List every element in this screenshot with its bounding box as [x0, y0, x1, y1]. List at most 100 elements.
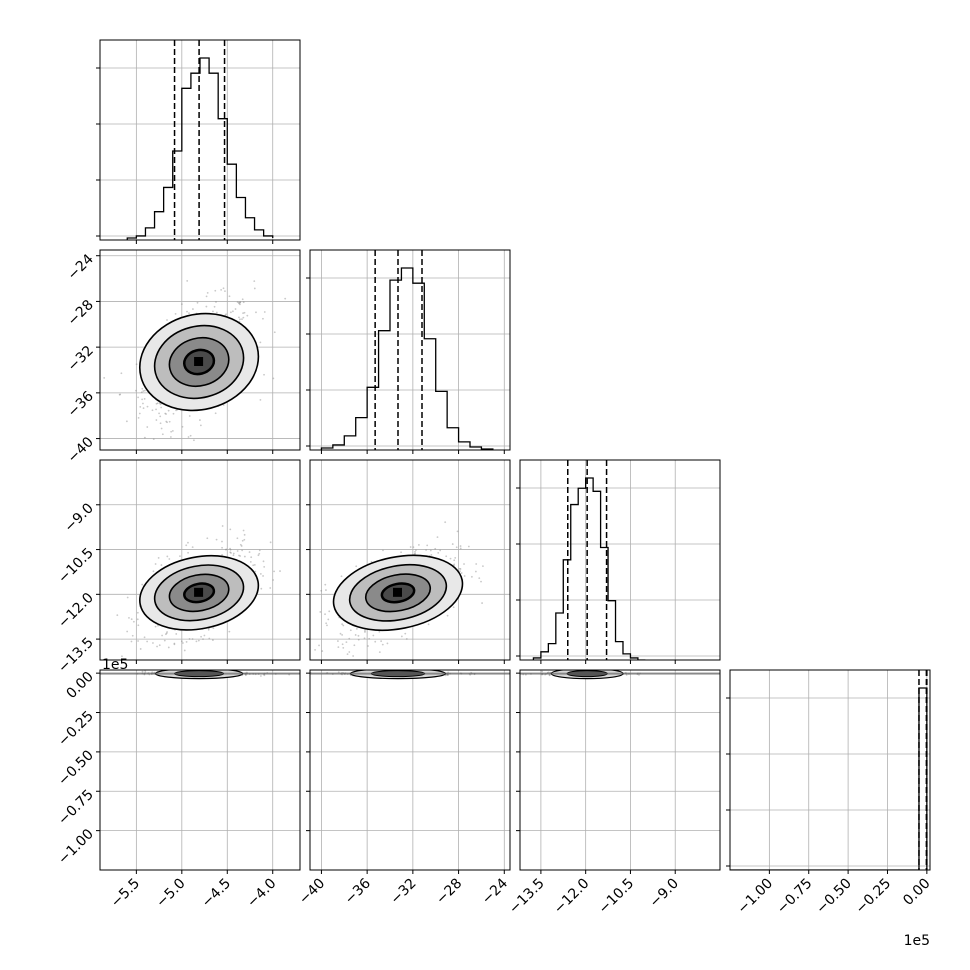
sample-point [364, 629, 366, 632]
sample-point [188, 312, 190, 315]
sample-point [229, 528, 232, 531]
sample-point [182, 642, 184, 644]
sample-point [434, 547, 437, 550]
sample-point [273, 331, 276, 334]
sample-point [239, 555, 242, 557]
sample-point [125, 420, 128, 423]
sample-point [169, 436, 172, 438]
sample-point [142, 390, 145, 392]
sample-point [324, 583, 327, 586]
x-tick-label: −4.0 [244, 876, 279, 911]
sample-point [165, 420, 168, 423]
sample-point [368, 637, 371, 640]
sample-point [318, 644, 320, 647]
sample-point [260, 587, 263, 590]
sample-point [146, 640, 149, 643]
sample-point [367, 645, 369, 647]
sample-point [353, 644, 356, 647]
sample-point [214, 412, 217, 415]
sample-point [259, 398, 262, 401]
sample-point [243, 533, 246, 536]
y-tick-label: −36 [65, 388, 97, 420]
sample-point [242, 312, 244, 315]
sample-point [355, 565, 358, 568]
sample-point [135, 389, 137, 392]
sample-point [199, 419, 201, 421]
sample-point [467, 545, 470, 548]
sample-point [453, 559, 456, 562]
axes-frame [309, 249, 511, 451]
sample-point [342, 646, 345, 649]
x-tick-label: −24 [479, 875, 511, 907]
sample-point [243, 555, 246, 558]
panel-2-1 [306, 459, 511, 664]
sample-point [320, 589, 323, 592]
sample-point [173, 642, 176, 645]
sample-point [474, 570, 477, 573]
sample-point [240, 545, 243, 547]
sample-point [137, 416, 140, 419]
sample-point [380, 640, 383, 643]
sample-point [238, 301, 240, 304]
sample-point [444, 674, 447, 677]
sample-point [158, 644, 161, 647]
sample-point [341, 633, 344, 636]
sample-point [143, 636, 146, 639]
axes-frame [309, 459, 511, 661]
sample-point [255, 311, 257, 314]
sample-point [203, 634, 206, 637]
x-tick-label: −9.0 [647, 876, 682, 911]
sample-point [355, 627, 358, 630]
sample-point [180, 303, 183, 306]
sample-point [174, 312, 177, 315]
sample-point [229, 551, 232, 554]
sample-point [142, 402, 144, 405]
axes-frame [99, 249, 301, 451]
sample-point [269, 587, 272, 589]
x-tick-label: −32 [387, 876, 419, 908]
panel-0-0 [96, 39, 301, 244]
sample-point [159, 415, 162, 418]
y-tick-label: −10.5 [55, 545, 97, 587]
x-tick-label: −1.00 [735, 876, 777, 918]
sample-point [213, 305, 216, 308]
sample-point [165, 632, 168, 635]
sample-point [243, 538, 246, 541]
sample-point [458, 567, 461, 570]
sample-point [164, 412, 167, 415]
sample-point [221, 540, 223, 543]
x-tick-label: −40 [296, 876, 328, 908]
y-scale-label: 1e5 [102, 657, 128, 673]
sample-point [215, 301, 217, 303]
sample-point [136, 611, 139, 614]
axes-frame [99, 459, 301, 661]
sample-point [352, 655, 355, 657]
sample-point [137, 640, 139, 642]
sample-point [175, 633, 178, 635]
sample-point [364, 631, 366, 633]
sample-point [154, 625, 157, 628]
sample-point [140, 391, 143, 394]
sample-point [262, 575, 264, 577]
sample-point [160, 564, 163, 566]
sample-point [459, 547, 462, 550]
sample-point [170, 430, 173, 433]
sample-point [155, 402, 158, 405]
sample-point [263, 311, 266, 313]
scatter-1-0 [103, 280, 287, 442]
x-tick-label: −13.5 [506, 876, 548, 918]
sample-point [185, 544, 188, 547]
x-tick-label: −0.25 [853, 876, 895, 918]
sample-point [412, 546, 415, 549]
sample-point [427, 623, 430, 626]
panel-1-0: −40 −36 −32 −28 −24 [65, 249, 301, 466]
sample-point [459, 568, 462, 570]
sample-point [415, 549, 417, 551]
sample-point [171, 430, 174, 432]
sample-point [357, 638, 360, 641]
sample-point [132, 620, 135, 623]
sample-point [372, 634, 375, 637]
sample-point [284, 297, 287, 300]
sample-point [378, 630, 381, 633]
sample-point [328, 610, 331, 613]
